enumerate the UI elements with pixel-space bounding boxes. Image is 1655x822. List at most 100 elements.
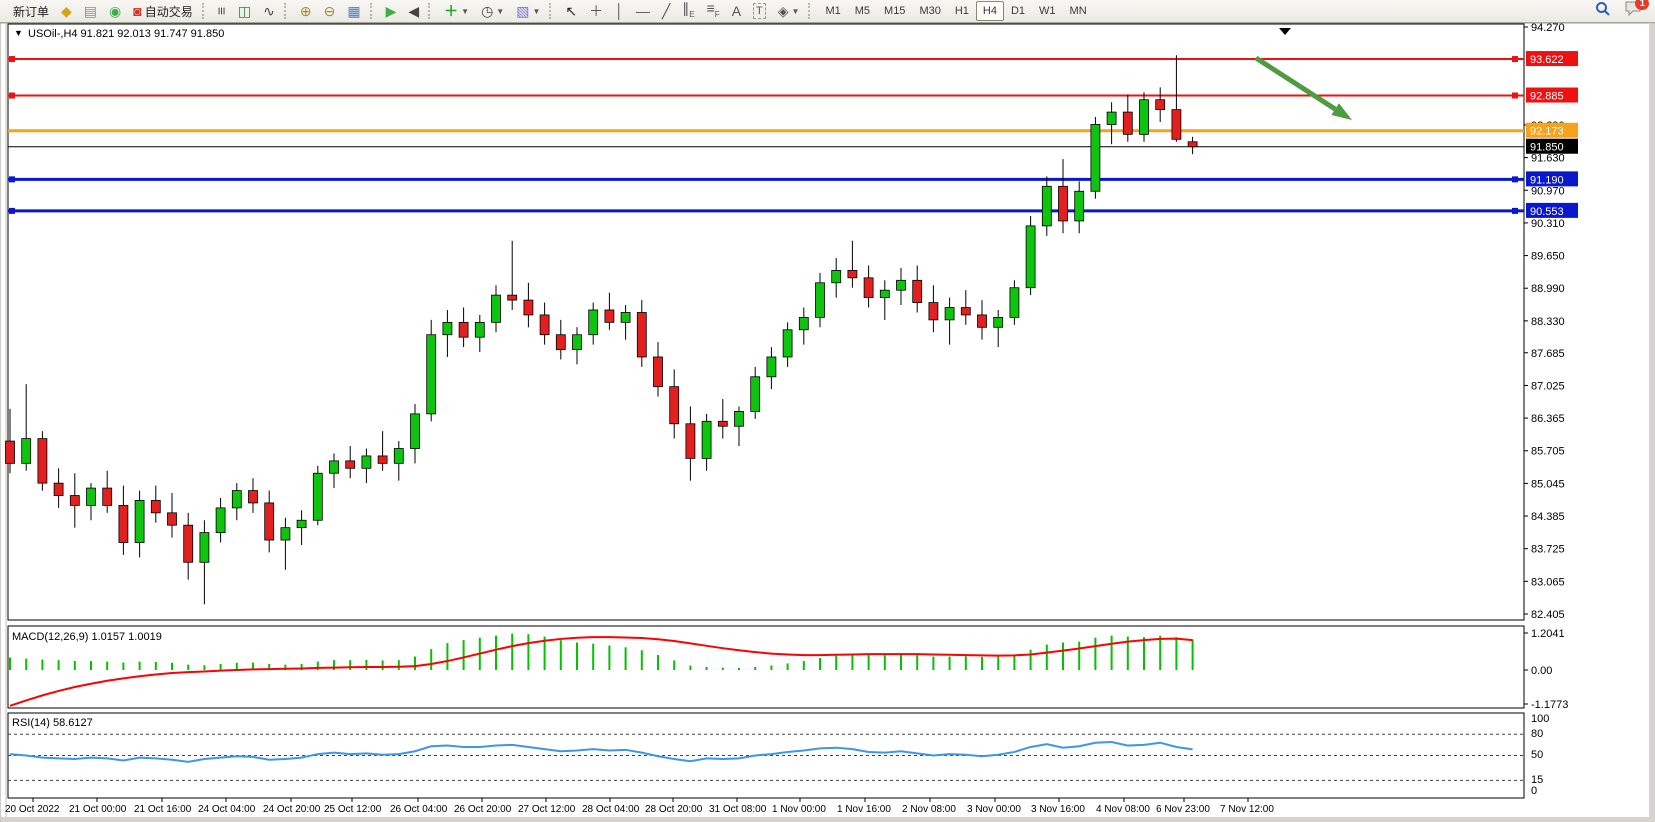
fibonacci-icon: ≡F bbox=[706, 0, 720, 19]
bull-candle bbox=[1074, 190, 1085, 222]
macd-pane[interactable] bbox=[7, 625, 1525, 709]
bull-candle bbox=[361, 455, 372, 469]
price-badge-label: 91.190 bbox=[1530, 174, 1564, 186]
bear-candle bbox=[1058, 185, 1068, 222]
bull-candle bbox=[1090, 124, 1101, 192]
price-tick-label: 84.385 bbox=[1531, 511, 1565, 523]
signal-button[interactable]: ◉ bbox=[104, 0, 126, 22]
timeframe-button-M5[interactable]: M5 bbox=[854, 5, 871, 17]
support-line-90553-left-handle[interactable] bbox=[9, 207, 15, 214]
resistance-line-92885-right-handle[interactable] bbox=[1512, 92, 1518, 99]
bear-candle bbox=[345, 460, 356, 469]
bull-candle bbox=[701, 420, 712, 459]
auto-trading-label: 自动交易 bbox=[144, 4, 193, 19]
horizontal-line-icon: — bbox=[635, 3, 650, 19]
crosshair-tool-button[interactable]: ＋ bbox=[584, 0, 608, 22]
trendline-icon: ╱ bbox=[661, 3, 671, 19]
add-indicator-button[interactable]: ＋ ▼ bbox=[439, 0, 474, 22]
tile-windows-button[interactable]: ▦ bbox=[342, 0, 365, 22]
zoom-out-button[interactable]: ⊖ bbox=[319, 0, 341, 22]
rsi-axis-label: 50 bbox=[1531, 749, 1543, 761]
timeframe-button-M30[interactable]: M30 bbox=[919, 5, 941, 17]
resistance-line-92885-left-handle[interactable] bbox=[9, 92, 15, 99]
rsi-line bbox=[9, 741, 1193, 763]
chart-shift-icon: ◀ bbox=[408, 3, 420, 19]
candlestick-icon: ◫ bbox=[237, 3, 252, 19]
bull-candle bbox=[1009, 287, 1020, 318]
line-chart-button[interactable]: ∿ bbox=[258, 0, 280, 22]
chart-title: ▼ USOil-,H4 91.821 92.013 91.747 91.850 bbox=[14, 28, 224, 40]
bull-candle bbox=[21, 438, 32, 464]
price-tick-label: 87.025 bbox=[1531, 380, 1565, 392]
search-icon[interactable] bbox=[1595, 1, 1611, 22]
bull-candle bbox=[620, 312, 631, 323]
line-chart-icon: ∿ bbox=[263, 3, 275, 19]
chart-shift-button[interactable]: ◀ bbox=[403, 0, 424, 22]
vline-tool-button[interactable]: │ bbox=[610, 0, 629, 22]
new-order-button[interactable]: 新订单 bbox=[5, 0, 54, 22]
chart-shift-marker[interactable] bbox=[1279, 28, 1291, 35]
time-label: 4 Nov 08:00 bbox=[1096, 804, 1150, 815]
candlestick-chart-button[interactable]: ◫ bbox=[233, 0, 256, 22]
time-label: 21 Oct 16:00 bbox=[134, 804, 192, 815]
text-icon: A bbox=[731, 3, 742, 19]
support-line-91190-right-handle[interactable] bbox=[1512, 176, 1518, 183]
bear-candle bbox=[102, 487, 113, 506]
charts-window-button[interactable]: ▤ bbox=[79, 0, 102, 22]
text-label-tool-button[interactable]: T bbox=[748, 0, 771, 22]
channel-tool-button[interactable]: ∥E bbox=[677, 0, 699, 22]
trendline-tool-button[interactable]: ╱ bbox=[657, 0, 675, 22]
resistance-line-93622-left-handle[interactable] bbox=[9, 56, 15, 63]
chart-window-frame bbox=[0, 22, 1655, 822]
timeframe-button-W1[interactable]: W1 bbox=[1039, 5, 1056, 17]
timeframe-button-H1[interactable]: H1 bbox=[954, 5, 969, 17]
price-tick-label: 85.705 bbox=[1531, 446, 1565, 458]
bull-candle bbox=[474, 321, 485, 338]
trend-arrow[interactable] bbox=[1254, 55, 1352, 120]
time-axis[interactable]: 20 Oct 2022 21 Oct 00:00 21 Oct 16:00 24 Oc… bbox=[5, 798, 1274, 815]
hline-tool-button[interactable]: — bbox=[631, 0, 655, 22]
notifications-chat-icon[interactable]: 1 bbox=[1625, 0, 1649, 21]
timeframe-button-H4[interactable]: H4 bbox=[975, 1, 1004, 21]
price-tick-label: 87.685 bbox=[1531, 348, 1565, 360]
timeframe-button-D1[interactable]: D1 bbox=[1010, 5, 1026, 17]
market-watch-button[interactable]: ◆ bbox=[56, 0, 77, 22]
crosshair-icon: ＋ bbox=[589, 3, 604, 19]
rsi-indicator: RSI(14) 58.6127 100 80 50 150 bbox=[8, 713, 1549, 797]
time-label: 7 Nov 12:00 bbox=[1220, 804, 1274, 815]
fibonacci-tool-button[interactable]: ≡F bbox=[702, 0, 725, 22]
zoom-in-button[interactable]: ⊕ bbox=[295, 0, 317, 22]
templates-button[interactable]: ▧ ▼ bbox=[511, 0, 545, 22]
auto-trading-button[interactable]: ◙ 自动交易 bbox=[128, 0, 197, 22]
timeframe-button-M15[interactable]: M15 bbox=[884, 5, 906, 17]
timeframe-button-MN[interactable]: MN bbox=[1069, 5, 1087, 17]
time-label: 6 Nov 23:00 bbox=[1156, 804, 1210, 815]
bull-candle bbox=[215, 507, 226, 534]
auto-scroll-button[interactable]: ▶ bbox=[381, 0, 402, 22]
price-tick-label: 88.330 bbox=[1531, 316, 1565, 328]
support-line-90553-right-handle[interactable] bbox=[1512, 207, 1518, 214]
cursor-tool-button[interactable]: ↖ bbox=[560, 0, 582, 22]
time-label: 3 Nov 00:00 bbox=[967, 804, 1021, 815]
main-price-pane[interactable] bbox=[7, 23, 1525, 621]
price-axis[interactable]: 94.27092.29091.63090.97090.31089.65088.9… bbox=[1524, 22, 1578, 621]
support-line-91190-left-handle[interactable] bbox=[9, 176, 15, 183]
periods-button[interactable]: ◷ ▼ bbox=[476, 0, 509, 22]
timeframe-button-M1[interactable]: M1 bbox=[825, 5, 841, 17]
shapes-tool-button[interactable]: ◈ ▼ bbox=[773, 0, 805, 22]
time-label: 1 Nov 16:00 bbox=[837, 804, 891, 815]
signal-icon: ◉ bbox=[109, 3, 122, 19]
bull-candle bbox=[782, 329, 793, 358]
bear-candle bbox=[1122, 111, 1133, 135]
text-tool-button[interactable]: A bbox=[727, 0, 746, 22]
bear-candle bbox=[69, 495, 80, 506]
rsi-axis-label: 100 bbox=[1531, 713, 1549, 725]
price-tick-label: 85.045 bbox=[1531, 478, 1565, 490]
bar-chart-button[interactable]: ≡ bbox=[213, 0, 231, 22]
toolbar-grip bbox=[283, 3, 291, 19]
bull-candle bbox=[798, 317, 809, 331]
price-tick-label: 82.405 bbox=[1531, 609, 1565, 621]
resistance-line-93622-right-handle[interactable] bbox=[1512, 56, 1518, 63]
